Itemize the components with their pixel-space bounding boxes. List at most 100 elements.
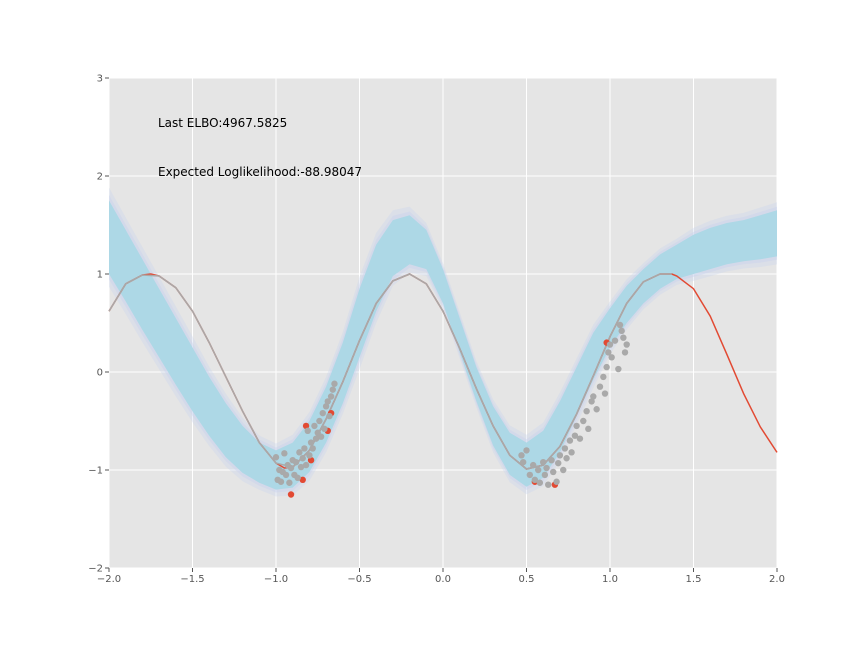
training-points [272, 321, 630, 498]
x-tick-label: −1.5 [180, 574, 204, 585]
x-tick-label: 0.5 [519, 574, 535, 585]
training-point [600, 373, 607, 381]
training-point [327, 393, 335, 400]
training-point [321, 425, 328, 433]
training-point [583, 408, 590, 415]
training-point [322, 403, 330, 410]
posterior-band-core [109, 200, 777, 490]
elbo-annotation: Last ELBO:4967.5825 [158, 116, 287, 130]
x-tick-label: −0.5 [347, 574, 371, 585]
training-point [588, 398, 595, 405]
red-point [299, 476, 306, 483]
y-tick-label: 0 [97, 368, 103, 379]
training-point [608, 354, 615, 361]
training-point [543, 464, 550, 472]
training-point [316, 417, 323, 425]
training-point [329, 386, 336, 393]
training-point [566, 437, 574, 444]
training-point [623, 341, 630, 348]
training-point [580, 417, 587, 425]
posterior-mean-line [108, 273, 672, 470]
y-tick-label: 2 [97, 172, 103, 183]
training-point [304, 427, 311, 434]
training-point [297, 463, 305, 471]
x-tick-label: 1.0 [602, 574, 618, 585]
training-point [541, 471, 549, 479]
training-point [282, 471, 290, 479]
training-point [529, 461, 537, 469]
training-point [568, 449, 575, 456]
training-point [590, 393, 597, 400]
training-point [299, 455, 306, 462]
training-point [571, 432, 579, 439]
training-point [326, 412, 333, 420]
training-point [286, 479, 293, 486]
training-point [618, 327, 625, 335]
y-tick-label: −2 [88, 564, 103, 575]
training-point [292, 458, 300, 466]
red-point [287, 491, 295, 498]
training-point [548, 457, 555, 464]
red-point [307, 457, 315, 464]
training-point [518, 452, 525, 459]
training-point [302, 461, 310, 469]
posterior-band [109, 187, 777, 497]
training-point [556, 452, 564, 459]
training-point [319, 409, 326, 417]
training-point [272, 454, 280, 461]
training-point [540, 458, 547, 466]
x-tick-label: 2.0 [769, 574, 785, 585]
axes: −2.0 −1.5 −1.0 −0.5 0.0 0.5 1.0 1.5 2.0 −2 −1 0 1 2 3 [88, 74, 785, 586]
training-point [550, 468, 557, 476]
function-lines [108, 273, 778, 470]
training-point [523, 447, 530, 454]
training-point [296, 449, 303, 456]
y-tick-label: 3 [97, 74, 103, 85]
training-point [287, 464, 295, 472]
training-point [555, 459, 562, 467]
x-tick-label: −1.0 [264, 574, 288, 585]
training-point [605, 349, 612, 356]
training-point [534, 466, 542, 474]
training-point [563, 455, 570, 462]
x-tick-label: −2.0 [97, 574, 121, 585]
training-point [553, 478, 560, 485]
training-point [601, 390, 609, 397]
training-point [311, 422, 318, 430]
training-point [294, 474, 301, 482]
training-point [277, 478, 285, 485]
training-point [596, 383, 604, 390]
training-point [606, 341, 614, 348]
training-point [526, 471, 534, 479]
x-tick-label: 0.0 [435, 574, 451, 585]
y-tick-label: −1 [88, 466, 103, 477]
training-point [603, 363, 610, 371]
training-point [519, 458, 527, 466]
training-point [306, 452, 313, 459]
training-point [545, 481, 552, 488]
training-point [307, 439, 315, 446]
training-point [281, 450, 288, 457]
training-point [312, 435, 320, 442]
training-point [309, 445, 316, 452]
training-point [593, 406, 600, 413]
y-tick-label: 1 [97, 270, 103, 281]
training-point [615, 365, 622, 373]
training-point [560, 466, 567, 474]
training-point [331, 380, 338, 387]
training-point [576, 435, 584, 442]
training-point [573, 422, 580, 430]
training-point [561, 445, 569, 452]
x-tick-label: 1.5 [686, 574, 702, 585]
loglikelihood-annotation: Expected Loglikelihood:-88.98047 [158, 165, 362, 179]
training-point [317, 433, 325, 440]
training-point [611, 337, 619, 344]
red-point [302, 422, 310, 430]
training-point [621, 349, 629, 356]
training-point [585, 425, 592, 433]
training-point [324, 398, 331, 405]
training-point [616, 321, 624, 329]
training-point [301, 445, 308, 452]
training-point [536, 479, 544, 486]
